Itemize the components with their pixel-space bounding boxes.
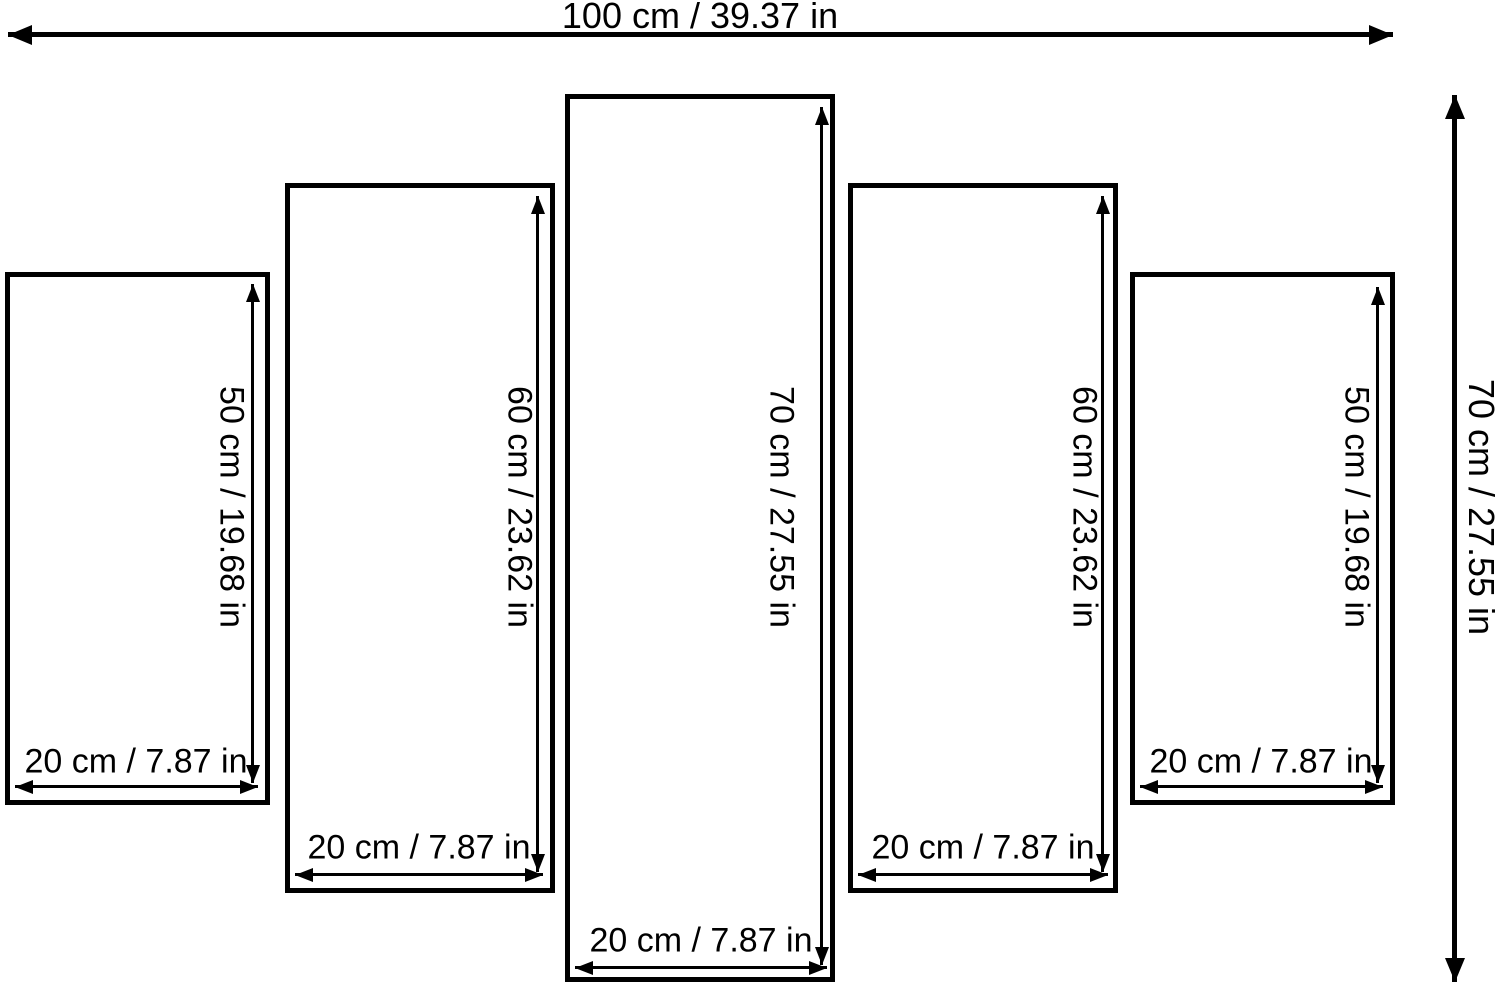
panel-3-width-arrow xyxy=(575,966,827,969)
overall-width-label: 100 cm / 39.37 in xyxy=(561,0,839,37)
panel-4-width-arrow xyxy=(858,873,1108,876)
overall-height-arrow xyxy=(1452,95,1457,982)
overall-height-label: 70 cm / 27.55 in xyxy=(1460,378,1500,636)
panel-5-height-label: 50 cm / 19.68 in xyxy=(1337,386,1376,628)
panel-2-width-label: 20 cm / 7.87 in xyxy=(307,828,531,867)
panel-1: 50 cm / 19.68 in 20 cm / 7.87 in xyxy=(5,272,270,805)
panel-3: 70 cm / 27.55 in 20 cm / 7.87 in xyxy=(565,94,835,982)
panel-3-width-label: 20 cm / 7.87 in xyxy=(589,921,813,960)
panel-1-width-label: 20 cm / 7.87 in xyxy=(24,742,248,781)
panel-2: 60 cm / 23.62 in 20 cm / 7.87 in xyxy=(285,183,555,893)
panel-2-width-arrow xyxy=(295,873,543,876)
panel-2-height-arrow xyxy=(536,196,539,872)
panel-4-height-label: 60 cm / 23.62 in xyxy=(1065,386,1104,628)
panel-3-height-label: 70 cm / 27.55 in xyxy=(762,386,801,628)
panel-4-width-label: 20 cm / 7.87 in xyxy=(871,828,1095,867)
panel-4-height-arrow xyxy=(1101,196,1104,872)
panel-5-width-label: 20 cm / 7.87 in xyxy=(1149,742,1373,781)
panel-3-height-arrow xyxy=(820,107,823,965)
overall-width-arrow xyxy=(8,32,1393,37)
panel-1-height-label: 50 cm / 19.68 in xyxy=(212,386,251,628)
panel-1-height-arrow xyxy=(251,284,254,783)
panel-5: 50 cm / 19.68 in 20 cm / 7.87 in xyxy=(1130,272,1395,805)
panel-5-width-arrow xyxy=(1140,785,1383,788)
panel-2-height-label: 60 cm / 23.62 in xyxy=(500,386,539,628)
panel-4: 60 cm / 23.62 in 20 cm / 7.87 in xyxy=(848,183,1118,893)
panel-5-height-arrow xyxy=(1376,287,1379,783)
panel-1-width-arrow xyxy=(15,785,258,788)
